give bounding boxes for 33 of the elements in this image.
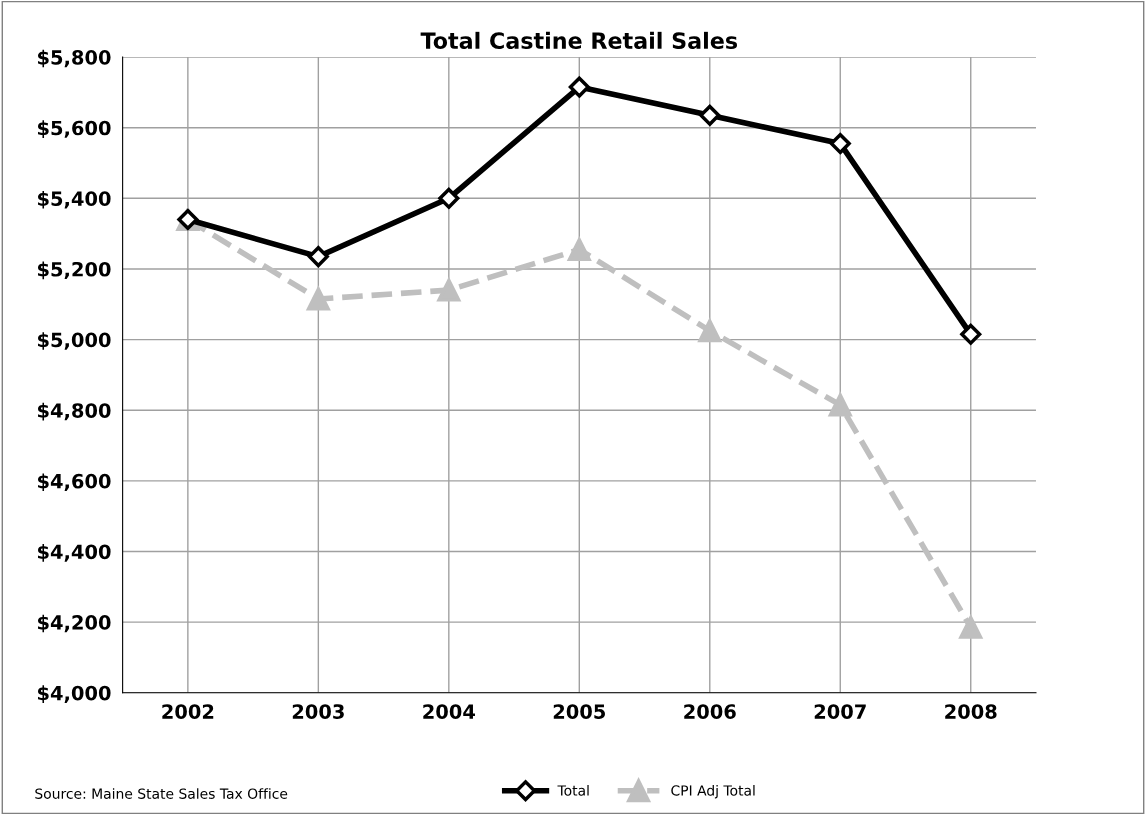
point: [438, 187, 460, 209]
point: [698, 319, 722, 343]
y-tick-label: $5,200: [38, 261, 111, 280]
chart-title: Total Castine Retail Sales: [420, 31, 738, 50]
x-tick-label: 2004: [423, 704, 475, 719]
point: [306, 285, 331, 311]
y-tick-label: $4,600: [38, 473, 111, 492]
y-tick-label: $5,800: [38, 49, 111, 68]
point: [567, 238, 591, 261]
point: [828, 393, 852, 417]
source-note: Source: Maine State Sales Tax Office: [35, 788, 288, 799]
y-tick-label: $5,000: [38, 332, 111, 350]
y-tick-label: $5,400: [38, 190, 111, 209]
x-tick-label: 2002: [162, 704, 214, 719]
point: [568, 76, 590, 98]
x-tick-label: 2008: [945, 704, 997, 719]
point: [307, 246, 329, 268]
y-tick-label: $4,400: [38, 544, 111, 562]
y-tick-label: $5,600: [38, 120, 111, 138]
point: [699, 104, 721, 126]
y-tick-label: $4,200: [38, 614, 111, 633]
point: [437, 278, 461, 302]
x-tick-label: 2005: [553, 704, 605, 719]
x-tick-label: 2003: [292, 704, 344, 719]
legend-label: Total: [557, 784, 589, 796]
x-tick-label: 2006: [684, 704, 736, 719]
x-tick-label: 2007: [814, 704, 866, 719]
point: [829, 133, 851, 155]
y-tick-label: $4,000: [38, 685, 111, 703]
legend-label: CPI Adj Total: [671, 784, 755, 799]
point: [959, 615, 983, 639]
y-tick-label: $4,800: [38, 402, 111, 421]
point: [960, 323, 982, 345]
